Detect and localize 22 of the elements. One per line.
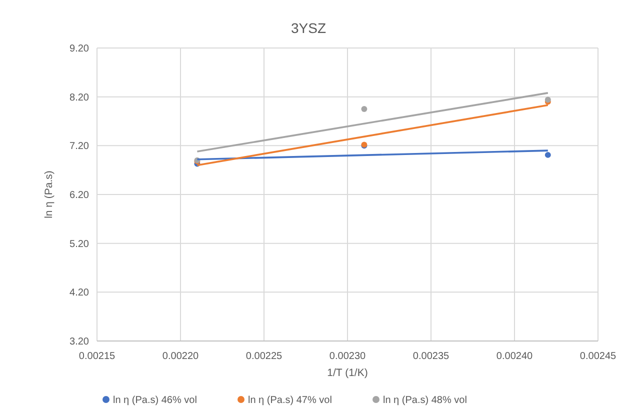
point [361,106,368,112]
x-tick-label: 0.00235 [412,351,450,362]
y-tick-label: 7.20 [70,141,90,152]
x-tick-label: 0.00240 [496,351,534,362]
x-axis-title: 1/T (1/K) [327,367,368,379]
chart-title: 3YSZ [290,20,326,36]
legend-label: ln η (Pa.s) 48% vol [383,395,467,406]
point [544,152,551,158]
x-tick-label: 0.00220 [162,351,200,362]
x-tick-label: 0.00230 [329,351,366,362]
y-axis-title: ln η (Pa.s) [43,170,55,218]
x-tick-label: 0.00215 [78,351,116,362]
y-tick-label: 4.20 [70,288,90,299]
x-tick-label: 0.00245 [580,351,617,362]
y-tick-label: 5.20 [70,238,90,250]
legend-label: ln η (Pa.s) 47% vol [248,395,332,406]
y-tick-label: 6.20 [70,190,90,201]
x-tick-label: 0.00225 [246,351,283,362]
y-tick-label: 8.20 [70,92,90,104]
legend-label: ln η (Pa.s) 46% vol [113,395,197,406]
y-tick-label: 9.20 [70,44,90,54]
y-tick-label: 3.20 [70,336,90,348]
